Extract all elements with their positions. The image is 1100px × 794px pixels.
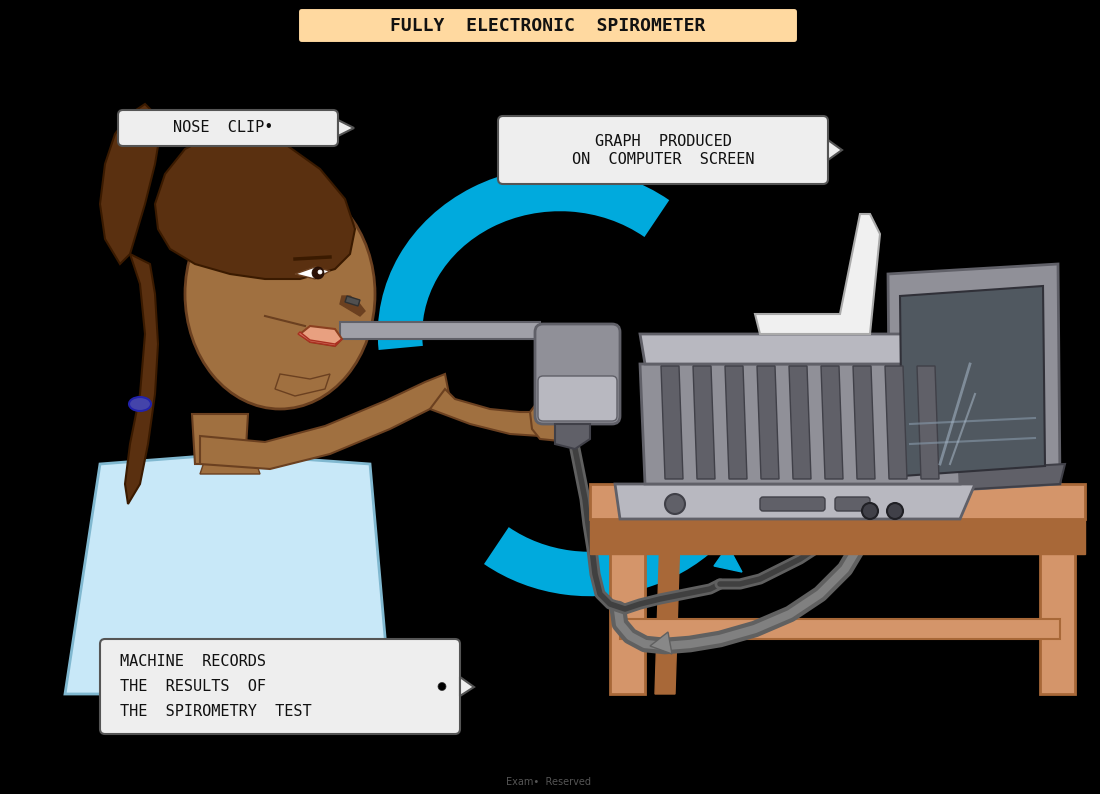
- Polygon shape: [917, 366, 939, 479]
- Polygon shape: [200, 444, 260, 474]
- Polygon shape: [125, 254, 158, 504]
- Polygon shape: [530, 394, 590, 442]
- Polygon shape: [789, 366, 811, 479]
- Polygon shape: [654, 534, 680, 694]
- Polygon shape: [340, 322, 540, 339]
- Polygon shape: [725, 366, 747, 479]
- Polygon shape: [192, 414, 248, 464]
- Text: NOSE  CLIP•: NOSE CLIP•: [173, 121, 273, 136]
- Text: FULLY  ELECTRONIC  SPIROMETER: FULLY ELECTRONIC SPIROMETER: [390, 17, 706, 35]
- FancyBboxPatch shape: [760, 497, 825, 511]
- FancyBboxPatch shape: [538, 376, 617, 421]
- Polygon shape: [828, 140, 842, 160]
- Polygon shape: [615, 484, 975, 519]
- Polygon shape: [338, 120, 354, 136]
- Polygon shape: [300, 326, 342, 346]
- Polygon shape: [755, 214, 880, 334]
- Polygon shape: [295, 267, 330, 279]
- Polygon shape: [155, 134, 355, 279]
- Polygon shape: [852, 366, 874, 479]
- FancyBboxPatch shape: [835, 497, 870, 511]
- Polygon shape: [661, 366, 683, 479]
- Circle shape: [312, 267, 324, 279]
- Polygon shape: [298, 332, 342, 346]
- Polygon shape: [886, 366, 907, 479]
- Ellipse shape: [319, 287, 341, 322]
- FancyBboxPatch shape: [298, 8, 798, 43]
- Polygon shape: [1040, 552, 1075, 694]
- Circle shape: [318, 270, 322, 274]
- FancyBboxPatch shape: [100, 639, 460, 734]
- Polygon shape: [693, 366, 715, 479]
- Polygon shape: [888, 264, 1060, 494]
- Polygon shape: [65, 454, 390, 694]
- Circle shape: [887, 503, 903, 519]
- Text: THE  SPIROMETRY  TEST: THE SPIROMETRY TEST: [120, 704, 311, 719]
- Polygon shape: [590, 519, 1085, 554]
- Polygon shape: [398, 256, 432, 286]
- Text: MACHINE  RECORDS: MACHINE RECORDS: [120, 653, 266, 669]
- Polygon shape: [888, 464, 1065, 494]
- Ellipse shape: [185, 179, 375, 409]
- Text: ON  COMPUTER  SCREEN: ON COMPUTER SCREEN: [572, 152, 755, 168]
- Circle shape: [666, 494, 685, 514]
- Polygon shape: [640, 334, 955, 364]
- Polygon shape: [345, 296, 360, 306]
- FancyBboxPatch shape: [535, 324, 620, 424]
- FancyBboxPatch shape: [118, 110, 338, 146]
- Circle shape: [438, 683, 446, 691]
- Circle shape: [862, 503, 878, 519]
- Polygon shape: [430, 389, 560, 436]
- Polygon shape: [640, 364, 960, 484]
- Polygon shape: [275, 374, 330, 396]
- Polygon shape: [900, 286, 1045, 476]
- Polygon shape: [460, 677, 474, 696]
- Polygon shape: [714, 546, 742, 572]
- Polygon shape: [590, 484, 1085, 519]
- Polygon shape: [200, 374, 450, 469]
- Polygon shape: [650, 632, 672, 654]
- Polygon shape: [821, 366, 843, 479]
- Polygon shape: [100, 104, 160, 264]
- Polygon shape: [610, 552, 645, 694]
- Text: Exam•  Reserved: Exam• Reserved: [506, 777, 591, 787]
- Polygon shape: [757, 366, 779, 479]
- Text: GRAPH  PRODUCED: GRAPH PRODUCED: [595, 134, 732, 149]
- Polygon shape: [556, 424, 590, 449]
- Polygon shape: [340, 296, 365, 316]
- Polygon shape: [620, 619, 1060, 639]
- Text: THE  RESULTS  OF: THE RESULTS OF: [120, 679, 266, 694]
- Ellipse shape: [129, 397, 151, 411]
- FancyBboxPatch shape: [498, 116, 828, 184]
